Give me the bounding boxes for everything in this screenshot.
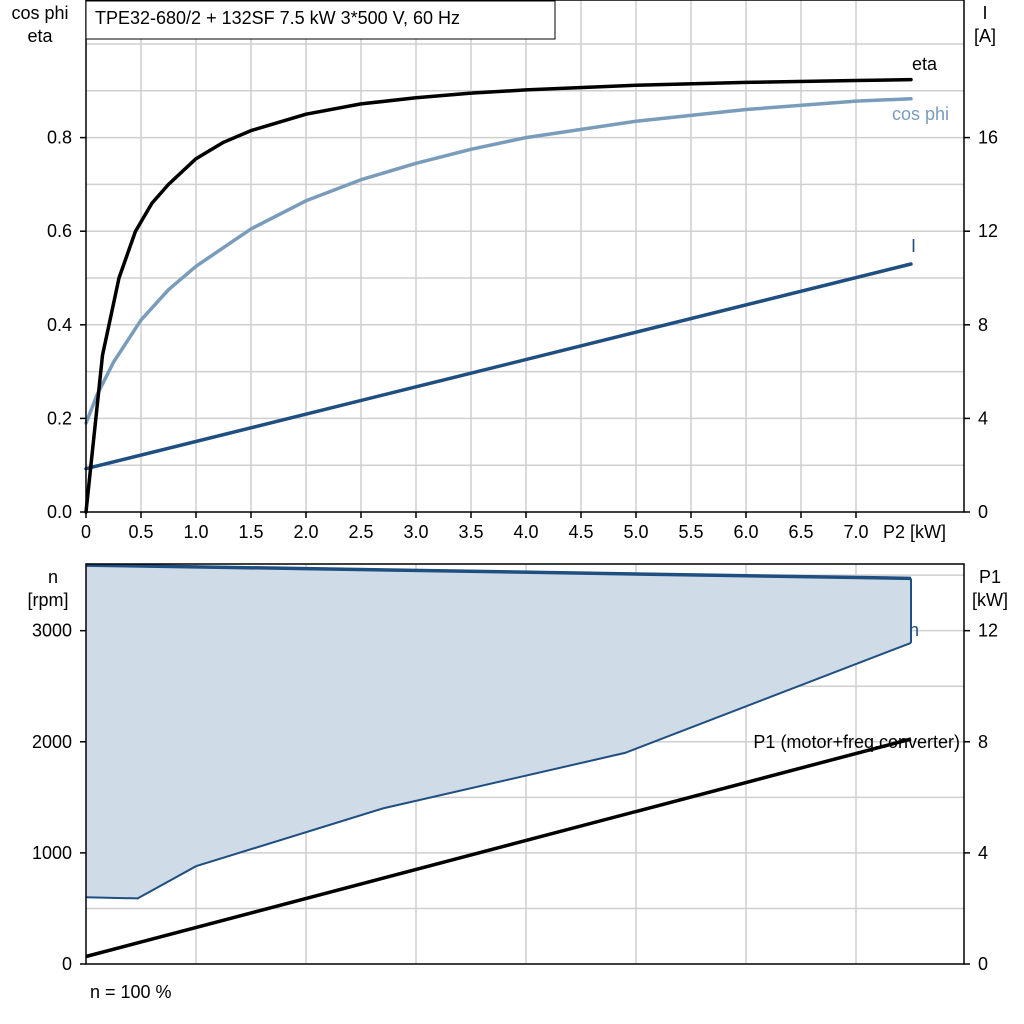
right-y-tick-label: 4 [978, 843, 988, 863]
top-right-axis-label-1: I [982, 3, 987, 23]
top-left-axis-label-1: cos phi [11, 3, 68, 23]
bottom-series [85, 563, 912, 959]
series-label-i: I [911, 236, 916, 256]
top-x-axis-label: P2 [kW] [883, 522, 946, 542]
x-tick-label: 1.5 [238, 522, 263, 542]
series-line-i [84, 262, 913, 471]
bottom-left-axis-label-2: [rpm] [27, 590, 68, 610]
x-tick-label: 5.0 [623, 522, 648, 542]
x-tick-label: 3.0 [403, 522, 428, 542]
top-series [84, 77, 913, 514]
x-tick-label: 2.5 [348, 522, 373, 542]
left-y-tick-label: 2000 [32, 732, 72, 752]
series-label-cos-phi: cos phi [892, 104, 949, 124]
right-y-tick-label: 12 [978, 621, 998, 641]
right-y-tick-label: 16 [978, 128, 998, 148]
top-plot-frame [85, 0, 965, 513]
left-y-tick-label: 0.0 [47, 502, 72, 522]
bottom-chart: 0 1000 2000 3000 0 4 8 12 n [rpm] P1 [kW] n P1… [27, 563, 1008, 1002]
x-tick-label: 6.5 [788, 522, 813, 542]
speed-lower-line [85, 641, 912, 900]
x-tick-label: 4.5 [568, 522, 593, 542]
x-tick-label: 1.0 [183, 522, 208, 542]
left-y-tick-label: 1000 [32, 843, 72, 863]
left-y-tick-label: 0.2 [47, 408, 72, 428]
speed-note: n = 100 % [90, 982, 172, 1002]
right-y-tick-label: 8 [978, 315, 988, 335]
series-label-p1: P1 (motor+freq.converter) [753, 732, 960, 752]
top-left-axis-label-2: eta [27, 26, 53, 46]
x-tick-label: 0.5 [128, 522, 153, 542]
right-y-tick-label: 12 [978, 221, 998, 241]
chart-title-box [85, 0, 556, 40]
top-chart: 0 0.5 1.0 1.5 2.0 2.5 3.0 3.5 4.0 4.5 5.0 5.5 6.0 6.5… [11, 0, 998, 542]
x-tick-label: 0 [81, 522, 91, 542]
right-y-tick-label: 0 [978, 502, 988, 522]
top-left-y-ticks: 0.0 0.2 0.4 0.6 0.8 [47, 128, 86, 522]
chart-title: TPE32-680/2 + 132SF 7.5 kW 3*500 V, 60 H… [95, 8, 460, 28]
x-tick-label: 4.0 [513, 522, 538, 542]
x-tick-label: 2.0 [293, 522, 318, 542]
series-line-p1 [85, 737, 912, 959]
right-y-tick-label: 4 [978, 408, 988, 428]
left-y-tick-label: 0.8 [47, 128, 72, 148]
left-y-tick-label: 0.4 [47, 315, 72, 335]
bottom-plot-frame [85, 563, 965, 965]
top-x-ticks: 0 0.5 1.0 1.5 2.0 2.5 3.0 3.5 4.0 4.5 5.0 5.5 6.0 6.5… [81, 512, 869, 542]
left-y-tick-label: 3000 [32, 621, 72, 641]
right-y-tick-label: 0 [978, 954, 988, 974]
series-line-n [85, 563, 912, 581]
top-right-y-ticks: 0 4 8 12 16 [964, 128, 998, 522]
x-tick-label: 7.0 [843, 522, 868, 542]
left-y-tick-label: 0 [62, 954, 72, 974]
bottom-right-axis-label-2: [kW] [972, 590, 1008, 610]
left-y-tick-label: 0.6 [47, 221, 72, 241]
right-y-tick-label: 8 [978, 732, 988, 752]
bottom-left-y-ticks: 0 1000 2000 3000 [32, 621, 86, 974]
series-line-cos-phi [84, 97, 913, 425]
bottom-right-axis-label-1: P1 [979, 567, 1001, 587]
series-label-n: n [909, 620, 919, 640]
x-tick-label: 3.5 [458, 522, 483, 542]
speed-range-area [86, 565, 911, 899]
top-right-axis-label-2: [A] [974, 26, 996, 46]
series-label-eta: eta [912, 54, 938, 74]
x-tick-label: 5.5 [678, 522, 703, 542]
bottom-right-y-ticks: 0 4 8 12 [964, 621, 998, 974]
series-line-eta [84, 77, 913, 514]
bottom-left-axis-label-1: n [48, 567, 58, 587]
x-tick-label: 6.0 [733, 522, 758, 542]
